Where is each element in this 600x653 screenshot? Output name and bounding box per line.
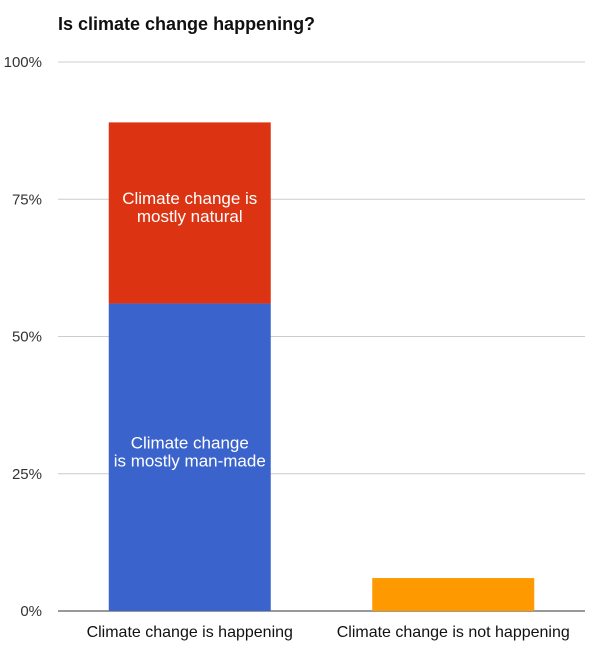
segment-label: mostly natural: [137, 207, 243, 226]
segment-label: Climate change: [131, 433, 249, 452]
bar-segment: [108, 122, 271, 304]
y-tick-label: 100%: [4, 54, 42, 71]
segment-label: Climate change is: [122, 189, 257, 208]
chart-title: Is climate change happening?: [58, 14, 316, 34]
y-tick-label: 0%: [20, 603, 42, 620]
y-tick-label: 75%: [12, 191, 42, 208]
y-tick-label: 25%: [12, 466, 42, 483]
x-category-label: Climate change is happening: [87, 624, 293, 641]
y-tick-label: 50%: [12, 329, 42, 346]
labels: 0% 25% 50% 75% 100% Climate change is happeni…: [4, 54, 570, 641]
bar-segment: [372, 578, 535, 611]
bar-segment: [108, 303, 271, 611]
x-category-label: Climate change is not happening: [337, 624, 570, 641]
bars: [108, 122, 535, 611]
segment-label: is mostly man-made: [114, 451, 266, 470]
